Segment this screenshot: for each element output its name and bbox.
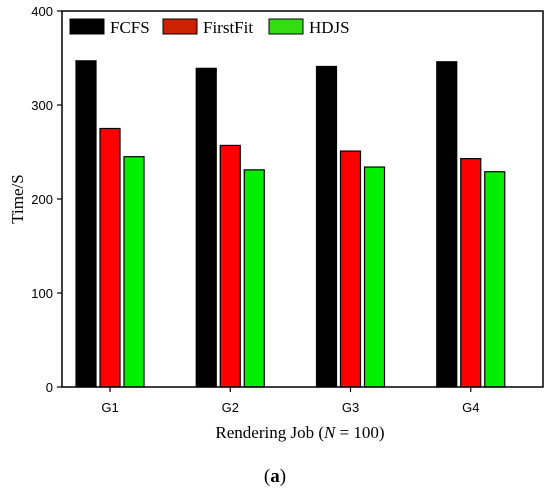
bar-hdjs-g2 [243,169,265,388]
panel-label-open: ( [264,466,270,487]
y-tick-label: 100 [31,286,53,301]
panel-label: (a) [264,466,286,487]
bars-group [75,60,506,388]
legend-swatch-firstfit [162,18,198,35]
x-axis-label-suffix: = 100) [335,423,384,442]
legend-swatch-hdjs [268,18,304,35]
legend: FCFS FirstFit HDJS [69,18,350,37]
legend-label-firstfit: FirstFit [203,18,253,37]
x-tick-label: G1 [101,400,118,415]
bar-hdjs-g4 [484,171,506,388]
bar-fcfs-g4 [436,61,458,388]
legend-label-hdjs: HDJS [309,18,350,37]
panel-label-letter: a [270,466,280,487]
x-axis: G1 G2 G3 G4 [101,387,479,415]
y-axis: 0 100 200 300 400 [31,4,62,395]
x-axis-label: Rendering Job (N = 100) [215,423,384,442]
x-tick-label: G2 [222,400,239,415]
bar-fcfs-g1 [75,60,97,388]
bar-firstfit-g2 [219,144,241,388]
y-tick-label: 300 [31,98,53,113]
x-axis-label-variable: N [323,423,337,442]
y-tick-label: 0 [46,380,53,395]
y-tick-label: 400 [31,4,53,19]
bar-firstfit-g3 [339,150,362,388]
y-tick-label: 200 [31,192,53,207]
bar-hdjs-g1 [123,156,145,388]
bar-hdjs-g3 [363,166,386,388]
panel-label-close: ) [280,466,286,487]
x-tick-label: G4 [462,400,479,415]
y-axis-label: Time/S [8,174,27,223]
bar-firstfit-g4 [460,157,482,388]
x-tick-label: G3 [342,400,359,415]
legend-label-fcfs: FCFS [110,18,150,37]
bar-fcfs-g3 [315,65,338,388]
legend-swatch-fcfs [69,18,105,35]
bar-fcfs-g2 [195,67,217,388]
bar-firstfit-g1 [99,127,121,388]
x-axis-label-prefix: Rendering Job ( [215,423,324,442]
